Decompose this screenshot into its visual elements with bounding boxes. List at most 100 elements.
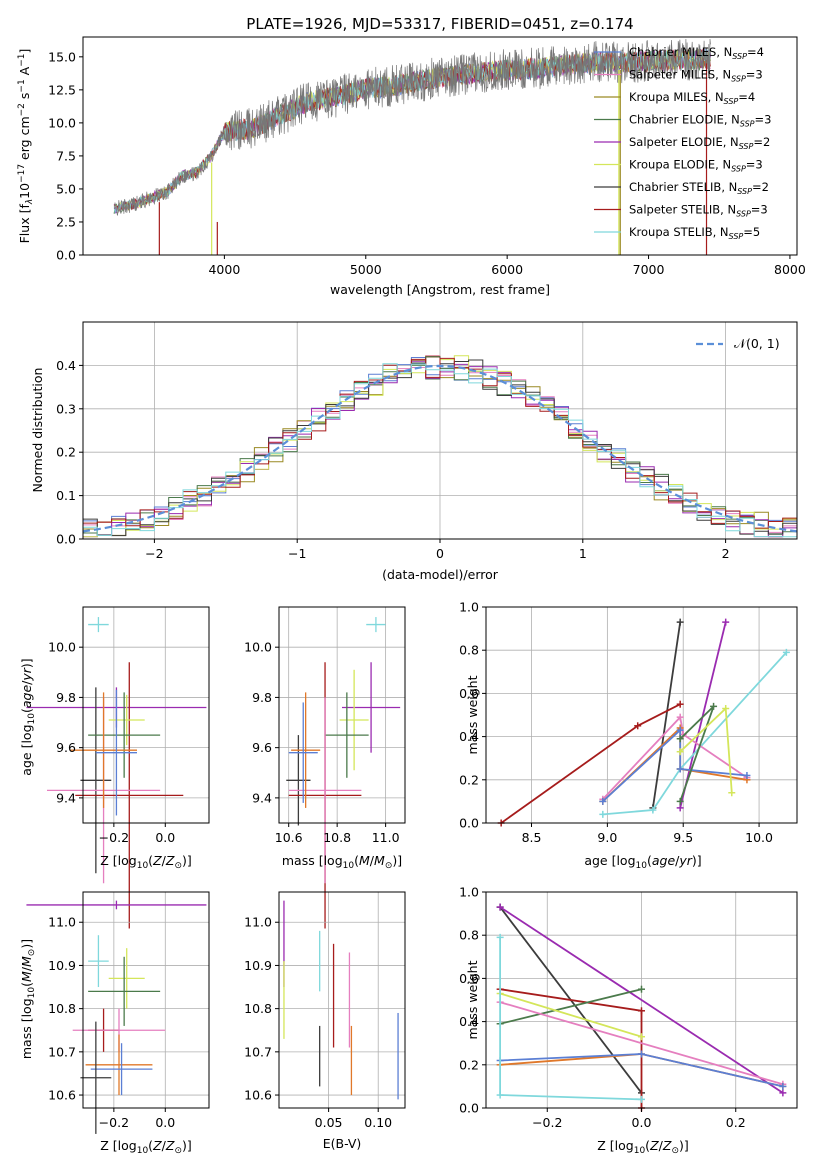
age-vs-mass-ytick-label: 9.8: [252, 690, 272, 705]
massweight-vs-Z-xtick-label: −0.2: [532, 1115, 562, 1130]
mw-age-series: [602, 651, 788, 816]
age-vs-Z-ytick-label: 9.4: [56, 790, 76, 805]
mass-vs-Z-ytick-label: 10.7: [48, 1044, 76, 1059]
age-vs-Z-ytick-label: 9.8: [56, 690, 76, 705]
massweight-vs-age-ytick-label: 0.4: [459, 729, 479, 744]
residuals-ytick-label: 0.1: [56, 488, 76, 503]
residuals-xticks: −2 −1 0 1 2: [145, 539, 730, 561]
age-vs-mass-panel: 10.6 10.8 11.0 9.4 9.6 9.8 10.0: [244, 606, 406, 929]
age-vs-Z-panel: −0.2 0.0 9.4 9.6 9.8 10.0: [26, 606, 210, 929]
legend-entry: Salpeter MILES, NSSP=3: [629, 68, 763, 84]
legend-entry: Salpeter ELODIE, NSSP=2: [629, 135, 770, 151]
massweight-vs-Z-xtick-label: 0.2: [726, 1115, 746, 1130]
legend-entry: Chabrier MILES, NSSP=4: [629, 45, 764, 61]
spectrum-yticks: 0.0 2.5 5.0 7.5 10.0 12.5 15.0: [48, 49, 83, 263]
mw-Z-series: [499, 1001, 784, 1086]
spectrum-ytick-label: 15.0: [48, 49, 76, 64]
mass-ebv-xlabel: E(B-V): [323, 1136, 362, 1151]
small-panel-labels: Z [log10(Z/Z⊙)] age [log10(age/yr)] mass…: [19, 658, 702, 1156]
small-panels: −0.2 0.0 9.4 9.6 9.8 10.0 10.6 10.8 11.0 9.4 9.6 9.…: [26, 600, 798, 1134]
massweight-vs-Z-ytick-label: 0.0: [459, 1101, 479, 1116]
massweight-vs-age-xtick-label: 9.5: [673, 830, 693, 845]
mass-vs-Z-xtick-label: −0.2: [99, 1115, 129, 1130]
spectrum-panel: PLATE=1926, MJD=53317, FIBERID=0451, z=0…: [17, 15, 806, 297]
massweight-vs-Z-ytick-label: 0.4: [459, 1014, 479, 1029]
mass-Z-xlabel: Z [log10(Z/Z⊙)]: [100, 1138, 192, 1156]
mass-vs-ebv-xtick-label: 0.10: [364, 1115, 392, 1130]
mw-age-ylabel: mass weight: [465, 675, 480, 754]
mw-age-series: [652, 621, 682, 809]
legend-entry: Kroupa ELODIE, NSSP=3: [629, 158, 763, 174]
mass-vs-ebv-ytick-label: 10.9: [244, 958, 272, 973]
spectrum-ytick-label: 2.5: [56, 214, 76, 229]
residuals-yticks: 0.0 0.1 0.2 0.3 0.4: [56, 358, 83, 547]
mw-age-series: [602, 725, 748, 803]
massweight-vs-age-xtick-label: 8.5: [522, 830, 542, 845]
age-vs-mass-xtick-label: 10.6: [275, 830, 303, 845]
mass-vs-ebv-ytick-label: 10.6: [244, 1088, 272, 1103]
residuals-hist-kroupa-stelib: [83, 363, 797, 538]
age-vs-Z-xtick-label: 0.0: [155, 830, 175, 845]
mw-age-series: [602, 728, 747, 803]
spectrum-observed: [113, 38, 711, 216]
mass-vs-ebv-panel: 0.05 0.10 10.6 10.7 10.8 10.9 11.0: [244, 891, 406, 1130]
mass-vs-ebv-xtick-label: 0.05: [315, 1115, 343, 1130]
residuals-xtick-label: 0: [436, 546, 444, 561]
spectrum-ytick-label: 12.5: [48, 82, 76, 97]
mw-Z-series: [499, 988, 642, 1025]
spectrum-xticks: 4000 5000 6000 7000 8000: [208, 255, 806, 277]
mw-Z-series: [499, 992, 642, 1038]
massweight-vs-age-panel: 8.5 9.0 9.5 10.0 0.0 0.2 0.4 0.6 0.8 1.0: [459, 600, 798, 845]
massweight-vs-age-axes: [485, 606, 798, 824]
massweight-vs-age-xtick-label: 10.0: [745, 830, 773, 845]
mass-vs-Z-ytick-label: 11.0: [48, 915, 76, 930]
residuals-ytick-label: 0.0: [56, 532, 76, 547]
normal-curve: [82, 364, 798, 533]
mass-vs-Z-panel: −0.2 0.0 10.6 10.7 10.8 10.9 11.0: [26, 891, 210, 1134]
mass-Z-ylabel: mass [log10(M/M⊙)]: [19, 939, 37, 1059]
spectrum-xtick-label: 4000: [208, 262, 240, 277]
spectrum-xtick-label: 7000: [633, 262, 665, 277]
massweight-vs-Z-ytick-label: 1.0: [459, 885, 479, 900]
mass-vs-ebv-ytick-label: 11.0: [244, 915, 272, 930]
spectrum-xtick-label: 8000: [774, 262, 806, 277]
mass-vs-Z-axes: [82, 891, 210, 1109]
spectrum-xlabel: wavelength [Angstrom, rest frame]: [330, 282, 550, 297]
legend-entry: Kroupa MILES, NSSP=4: [629, 90, 755, 106]
mass-vs-Z-ytick-label: 10.8: [48, 1001, 76, 1016]
spectrum-ytick-label: 0.0: [56, 248, 76, 263]
age-vs-mass-xtick-label: 10.8: [323, 830, 351, 845]
massweight-vs-age-ytick-label: 0.0: [459, 816, 479, 831]
mass-vs-ebv-axes: [278, 891, 406, 1109]
massweight-vs-age-ytick-label: 0.2: [459, 772, 479, 787]
spectrum-xtick-label: 6000: [491, 262, 523, 277]
spectrum-ytick-label: 5.0: [56, 181, 76, 196]
residuals-ytick-label: 0.2: [56, 445, 76, 460]
residuals-histograms: [83, 355, 797, 538]
massweight-vs-Z-ytick-label: 0.8: [459, 928, 479, 943]
age-vs-Z-xtick-label: −0.2: [99, 830, 129, 845]
residuals-xtick-label: −2: [145, 546, 163, 561]
age-mass-xlabel: mass [log10(M/M⊙)]: [282, 853, 402, 871]
massweight-vs-age-ytick-label: 0.8: [459, 643, 479, 658]
mass-vs-Z-ytick-label: 10.9: [48, 958, 76, 973]
mw-Z-xlabel: Z [log10(Z/Z⊙)]: [597, 1138, 689, 1156]
mw-age-series: [679, 621, 727, 809]
spectrum-lines: [113, 38, 711, 255]
massweight-vs-age-xtick-label: 9.0: [597, 830, 617, 845]
mass-vs-Z-ytick-label: 10.6: [48, 1088, 76, 1103]
massweight-vs-Z-ytick-label: 0.6: [459, 971, 479, 986]
residuals-ylabel: Normed distribution: [30, 368, 45, 493]
massweight-vs-age-ytick-label: 0.6: [459, 686, 479, 701]
residuals-ytick-label: 0.3: [56, 401, 76, 416]
mw-Z-series: [499, 906, 784, 1094]
residuals-xtick-label: 2: [722, 546, 730, 561]
age-vs-mass-xtick-label: 11.0: [372, 830, 400, 845]
legend-entry: Chabrier ELODIE, NSSP=3: [629, 113, 771, 129]
spectrum-axes: [82, 36, 798, 256]
age-vs-Z-axes: [82, 606, 210, 824]
spectrum-xtick-label: 5000: [350, 262, 382, 277]
age-vs-Z-ytick-label: 9.6: [56, 740, 76, 755]
mw-age-series: [679, 705, 715, 802]
